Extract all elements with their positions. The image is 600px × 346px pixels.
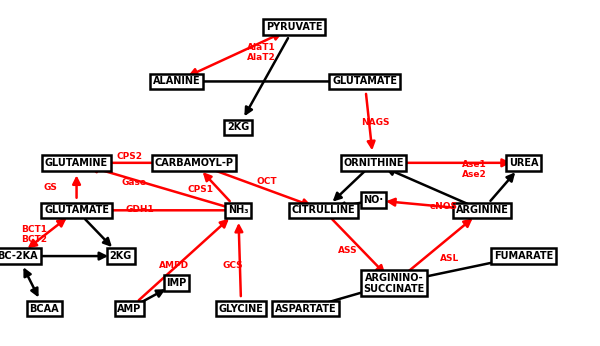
Text: GLUTAMATE: GLUTAMATE bbox=[332, 76, 397, 86]
Text: Ase1
Ase2: Ase1 Ase2 bbox=[462, 160, 487, 179]
Text: ARGININE: ARGININE bbox=[456, 205, 509, 215]
Text: BCAA: BCAA bbox=[29, 304, 59, 313]
Text: ALANINE: ALANINE bbox=[153, 76, 200, 86]
Text: 2KG: 2KG bbox=[110, 251, 132, 261]
Text: GDH1: GDH1 bbox=[125, 205, 154, 214]
Text: GLUTAMATE: GLUTAMATE bbox=[44, 205, 109, 215]
Text: GCS: GCS bbox=[222, 261, 242, 270]
Text: CARBAMOYL-P: CARBAMOYL-P bbox=[155, 158, 233, 168]
Text: ASS: ASS bbox=[338, 246, 358, 255]
Text: AMPD: AMPD bbox=[158, 261, 188, 270]
Text: eNOS: eNOS bbox=[430, 202, 458, 211]
Text: UREA: UREA bbox=[509, 158, 538, 168]
Text: AMP: AMP bbox=[118, 304, 142, 313]
Text: FUMARATE: FUMARATE bbox=[494, 251, 553, 261]
Text: Gase: Gase bbox=[122, 177, 146, 186]
Text: CPS2: CPS2 bbox=[116, 152, 142, 161]
Text: CITRULLINE: CITRULLINE bbox=[292, 205, 355, 215]
Text: ASPARTATE: ASPARTATE bbox=[275, 304, 337, 313]
Text: GLYCINE: GLYCINE bbox=[219, 304, 263, 313]
Text: BC-2KA: BC-2KA bbox=[0, 251, 38, 261]
Text: GLUTAMINE: GLUTAMINE bbox=[45, 158, 108, 168]
Text: OCT: OCT bbox=[257, 177, 277, 186]
Text: NO·: NO· bbox=[364, 195, 383, 205]
Text: ARGININO-
SUCCINATE: ARGININO- SUCCINATE bbox=[364, 273, 425, 294]
Text: ASL: ASL bbox=[440, 254, 460, 263]
Text: NH₃: NH₃ bbox=[228, 205, 248, 215]
Text: 2KG: 2KG bbox=[227, 122, 250, 132]
Text: AlaT1
AlaT2: AlaT1 AlaT2 bbox=[247, 43, 276, 62]
Text: GS: GS bbox=[44, 183, 58, 192]
Text: ORNITHINE: ORNITHINE bbox=[343, 158, 404, 168]
Text: NAGS: NAGS bbox=[361, 118, 389, 127]
Text: PYRUVATE: PYRUVATE bbox=[266, 22, 322, 32]
Text: IMP: IMP bbox=[166, 278, 187, 288]
Text: BCT1
BCT2: BCT1 BCT2 bbox=[20, 225, 47, 244]
Text: CPS1: CPS1 bbox=[187, 185, 213, 194]
